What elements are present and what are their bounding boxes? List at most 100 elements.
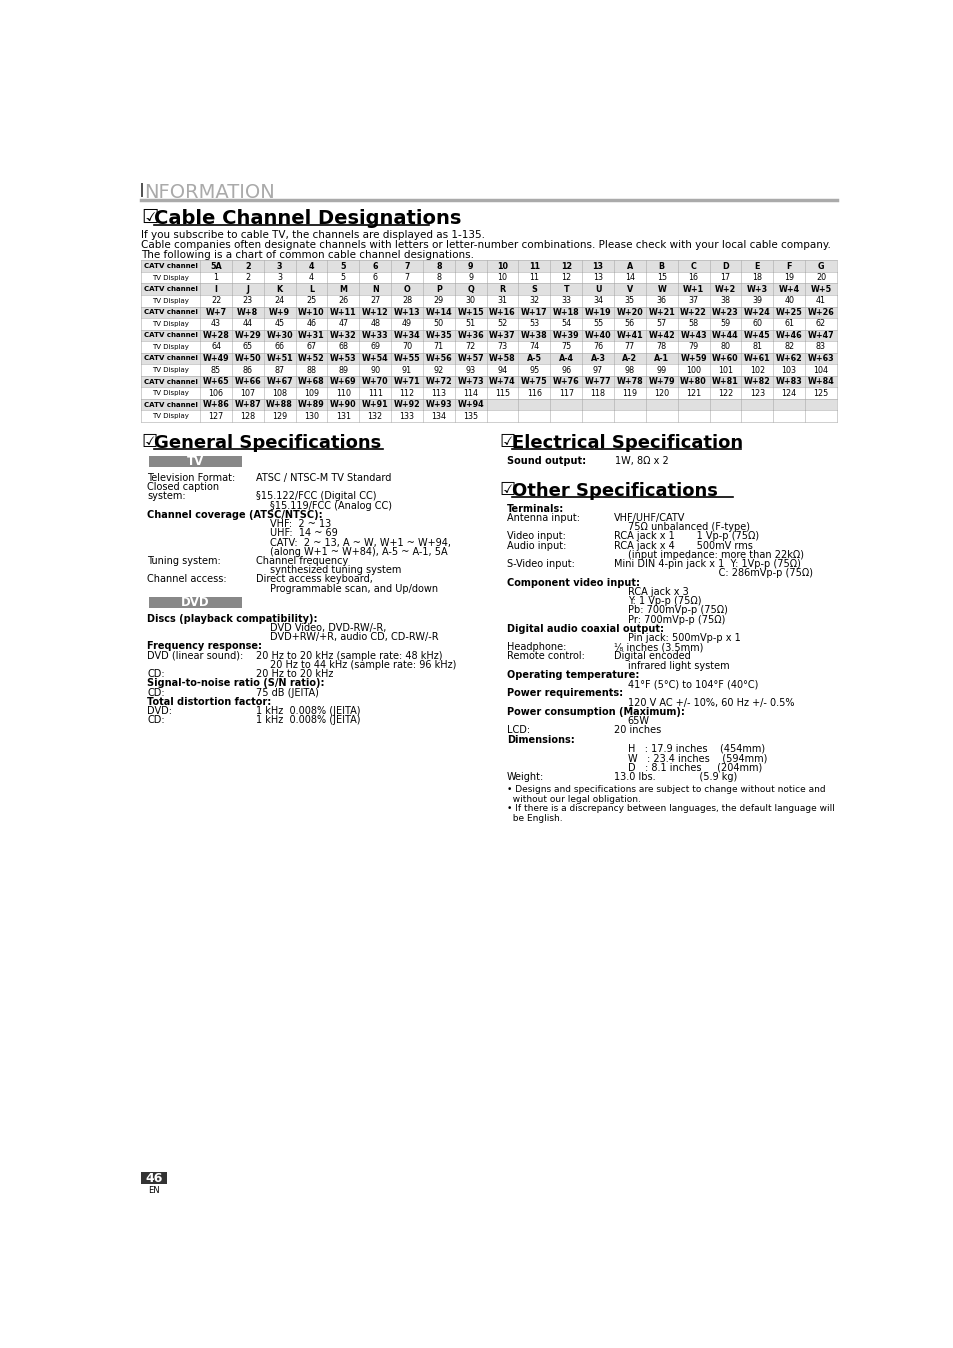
Text: W+39: W+39 xyxy=(553,330,579,340)
Text: W+70: W+70 xyxy=(361,377,388,386)
Text: W+58: W+58 xyxy=(489,355,516,363)
Text: W: W xyxy=(657,284,665,294)
Text: W+29: W+29 xyxy=(234,330,261,340)
Text: 19: 19 xyxy=(783,274,793,282)
Text: 75 dB (JEITA): 75 dB (JEITA) xyxy=(255,687,318,698)
Text: ☑: ☑ xyxy=(498,480,515,499)
Text: R: R xyxy=(499,284,505,294)
Text: RCA jack x 1       1 Vp-p (75Ω): RCA jack x 1 1 Vp-p (75Ω) xyxy=(613,531,758,542)
Text: 39: 39 xyxy=(752,297,761,305)
Bar xyxy=(141,387,836,399)
Text: 13: 13 xyxy=(592,262,603,271)
Text: (along W+1 ~ W+84), A-5 ~ A-1, 5A: (along W+1 ~ W+84), A-5 ~ A-1, 5A xyxy=(270,547,447,557)
Text: W+3: W+3 xyxy=(746,284,767,294)
Text: TV: TV xyxy=(187,456,204,468)
Text: W+30: W+30 xyxy=(266,330,293,340)
Text: W+61: W+61 xyxy=(743,355,770,363)
Text: Pb: 700mVp-p (75Ω): Pb: 700mVp-p (75Ω) xyxy=(627,605,727,615)
Text: W+75: W+75 xyxy=(520,377,547,386)
Text: W+89: W+89 xyxy=(298,400,325,410)
Text: 108: 108 xyxy=(272,388,287,398)
Text: Signal-to-noise ratio (S/N ratio):: Signal-to-noise ratio (S/N ratio): xyxy=(147,678,324,689)
Text: 53: 53 xyxy=(529,319,538,329)
Text: 12: 12 xyxy=(560,262,571,271)
Text: 13: 13 xyxy=(593,274,602,282)
Text: CD:: CD: xyxy=(147,669,165,679)
Bar xyxy=(141,283,836,295)
Text: 118: 118 xyxy=(590,388,605,398)
Text: Audio input:: Audio input: xyxy=(506,541,565,550)
Text: 22: 22 xyxy=(211,297,221,305)
Text: 104: 104 xyxy=(813,365,827,375)
Text: 8: 8 xyxy=(436,262,441,271)
Text: W+46: W+46 xyxy=(775,330,801,340)
Text: W+69: W+69 xyxy=(330,377,356,386)
Text: W+32: W+32 xyxy=(330,330,356,340)
Text: A-2: A-2 xyxy=(621,355,637,363)
Text: Q: Q xyxy=(467,284,474,294)
Text: W+63: W+63 xyxy=(807,355,834,363)
Text: W+10: W+10 xyxy=(298,307,325,317)
Text: W+1: W+1 xyxy=(682,284,703,294)
Text: W+49: W+49 xyxy=(202,355,229,363)
Text: W+8: W+8 xyxy=(237,307,258,317)
Text: 125: 125 xyxy=(813,388,828,398)
Text: U: U xyxy=(595,284,600,294)
Text: W+11: W+11 xyxy=(330,307,356,317)
Text: 89: 89 xyxy=(338,365,348,375)
Bar xyxy=(141,260,836,272)
Text: W+72: W+72 xyxy=(425,377,452,386)
Text: 117: 117 xyxy=(558,388,573,398)
Text: Digital audio coaxial output:: Digital audio coaxial output: xyxy=(506,624,663,634)
Text: 112: 112 xyxy=(399,388,415,398)
Text: W+18: W+18 xyxy=(553,307,579,317)
Text: Power requirements:: Power requirements: xyxy=(506,689,622,698)
Text: W+52: W+52 xyxy=(298,355,325,363)
Text: 114: 114 xyxy=(463,388,477,398)
Text: W+44: W+44 xyxy=(711,330,738,340)
Bar xyxy=(141,330,836,341)
Text: 65: 65 xyxy=(242,342,253,352)
Text: 83: 83 xyxy=(815,342,825,352)
Text: 3: 3 xyxy=(277,274,282,282)
Text: 20 Hz to 44 kHz (sample rate: 96 kHz): 20 Hz to 44 kHz (sample rate: 96 kHz) xyxy=(270,661,456,670)
Text: P: P xyxy=(436,284,441,294)
Text: Cable companies often designate channels with letters or letter-number combinati: Cable companies often designate channels… xyxy=(141,240,830,249)
Text: W+66: W+66 xyxy=(234,377,261,386)
Text: A-3: A-3 xyxy=(590,355,605,363)
Text: W+73: W+73 xyxy=(456,377,483,386)
Text: VHF/UHF/CATV: VHF/UHF/CATV xyxy=(613,512,684,523)
Text: 98: 98 xyxy=(624,365,635,375)
Text: TV Display: TV Display xyxy=(152,414,189,419)
Text: A: A xyxy=(626,262,633,271)
Text: 81: 81 xyxy=(752,342,761,352)
Text: W+15: W+15 xyxy=(456,307,483,317)
Text: 35: 35 xyxy=(624,297,635,305)
Text: 75: 75 xyxy=(560,342,571,352)
Text: 134: 134 xyxy=(431,411,446,421)
Text: • If there is a discrepancy between languages, the default language will
  be En: • If there is a discrepancy between lang… xyxy=(506,803,834,824)
Text: CATV channel: CATV channel xyxy=(144,263,197,270)
Text: W+20: W+20 xyxy=(616,307,642,317)
Text: 10: 10 xyxy=(497,262,508,271)
Text: TV Display: TV Display xyxy=(152,298,189,303)
Text: (input impedance: more than 22kΩ): (input impedance: more than 22kΩ) xyxy=(627,550,802,559)
Text: 45: 45 xyxy=(274,319,284,329)
Text: ¹⁄₈ inches (3.5mm): ¹⁄₈ inches (3.5mm) xyxy=(613,642,702,652)
Bar xyxy=(141,353,836,364)
Text: CATV channel: CATV channel xyxy=(144,402,197,407)
Text: DVD:: DVD: xyxy=(147,706,172,716)
Text: 38: 38 xyxy=(720,297,730,305)
Text: system:: system: xyxy=(147,491,186,501)
Text: T: T xyxy=(563,284,569,294)
Text: 133: 133 xyxy=(399,411,415,421)
Text: ☑: ☑ xyxy=(141,433,157,450)
Text: 78: 78 xyxy=(656,342,666,352)
Text: 40: 40 xyxy=(783,297,793,305)
Bar xyxy=(141,376,836,387)
Text: 100: 100 xyxy=(685,365,700,375)
Text: Programmable scan, and Up/down: Programmable scan, and Up/down xyxy=(270,584,437,593)
Text: W+59: W+59 xyxy=(679,355,706,363)
Text: NFORMATION: NFORMATION xyxy=(144,183,274,202)
Text: D: D xyxy=(721,262,728,271)
